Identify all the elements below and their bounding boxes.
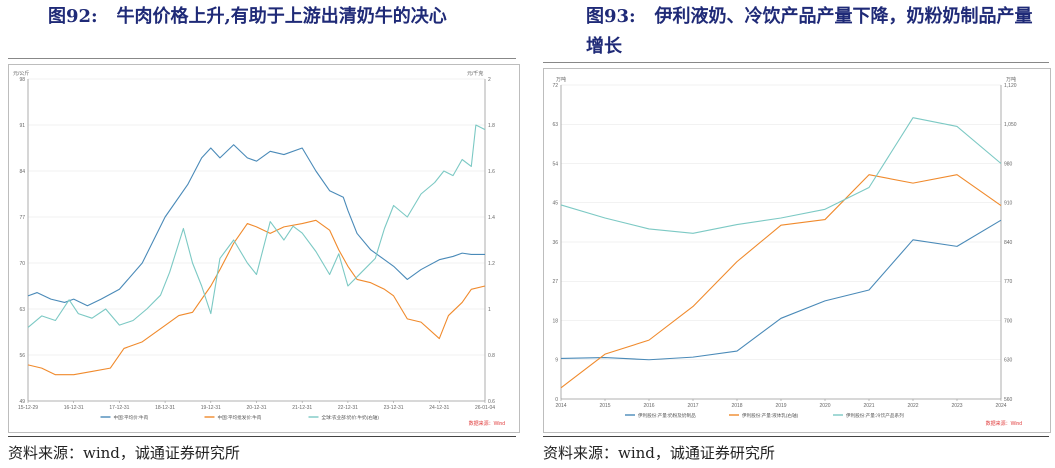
y-left-tick-label: 63 [552,122,558,128]
x-tick-label: 2017 [687,403,698,409]
x-tick-label: 18-12-31 [155,405,175,411]
series-line-2 [560,174,1002,389]
source-rule [8,436,516,437]
x-tick-label: 23-12-31 [384,405,404,411]
y-left-tick-label: 63 [19,307,25,313]
x-tick-label: 26-01-04 [475,405,495,411]
x-tick-label: 2014 [555,403,566,409]
source-text-right: 资料来源：wind，诚通证券研究所 [543,444,775,462]
series-line-3 [560,117,1002,234]
chart-right: 万吨 万吨 数据来源：Wind 0 560 9 630 18 700 27 770 36 840 4… [552,76,1023,427]
legend-label: 中国:平均价:牛肉 [114,414,149,421]
left-axis-unit: 元/公斤 [13,70,29,77]
right-axis-unit: 万吨 [1006,76,1016,83]
y-left-tick-label: 91 [19,123,25,129]
y-left-tick-label: 77 [19,215,25,221]
y-left-tick-label: 18 [552,318,558,324]
y-right-tick-label: 1.2 [488,261,495,267]
y-left-tick-label: 36 [552,240,558,246]
legend-label: 伊利股份:产量:冷饮产品系列 [846,412,904,419]
y-right-tick-label: 560 [1004,397,1013,403]
x-tick-label: 19-12-31 [201,405,221,411]
x-tick-label: 20-12-31 [246,405,266,411]
y-left-tick-label: 27 [552,279,558,285]
legend-label: 伊利股份:产量:液体乳(右轴) [742,412,799,419]
y-right-tick-label: 1.4 [488,215,495,221]
figure-title-right: 图93: 伊利液奶、冷饮产品产量下降，奶粉奶制品产量增长 [586,2,1048,62]
y-right-tick-label: 910 [1004,201,1013,207]
figure-number: 图93: [586,6,636,27]
x-tick-label: 15-12-29 [18,405,38,411]
wind-source-note: 数据来源：Wind [469,420,506,427]
y-right-tick-label: 700 [1004,318,1013,324]
y-left-tick-label: 56 [19,353,25,359]
figure-title-left: 图92: 牛肉价格上升,有助于上游出清奶牛的决心 [48,2,447,32]
y-left-tick-label: 45 [552,201,558,207]
y-right-tick-label: 1,050 [1004,122,1017,128]
y-right-tick-label: 0.8 [488,353,495,359]
y-left-tick-label: 0 [555,397,558,403]
y-left-tick-label: 98 [19,77,25,83]
y-left-tick-label: 49 [19,399,25,405]
y-right-tick-label: 1.6 [488,169,495,175]
left-axis-unit: 万吨 [556,76,566,83]
x-tick-label: 2020 [819,403,830,409]
y-left-tick-label: 54 [552,161,558,167]
y-right-tick-label: 840 [1004,240,1013,246]
y-right-tick-label: 980 [1004,161,1013,167]
x-tick-label: 17-12-31 [109,405,129,411]
title-rule [8,58,516,59]
y-right-tick-label: 2 [488,77,491,83]
y-right-tick-label: 1 [488,307,491,313]
chart-panel-left: 元/公斤 元/千克 数据来源：Wind 49 0.6 56 0.8 63 1 70 1.2 77… [8,64,520,433]
series-line-2 [27,219,486,376]
title-rule [543,62,1049,63]
x-tick-label: 2018 [731,403,742,409]
wind-source-note: 数据来源：Wind [986,420,1023,427]
series-line-3 [27,124,486,328]
y-right-tick-label: 1.8 [488,123,495,129]
y-right-tick-label: 770 [1004,279,1013,285]
x-tick-label: 2015 [599,403,610,409]
y-left-tick-label: 72 [552,83,558,89]
legend-label: 伊利股份:产量:奶粉及奶制品 [638,412,696,419]
x-tick-label: 22-12-31 [338,405,358,411]
series-line-1 [27,144,485,307]
x-tick-label: 16-12-31 [64,405,84,411]
chart-panel-right: 万吨 万吨 数据来源：Wind 0 560 9 630 18 700 27 770 36 840 4… [543,68,1051,433]
x-tick-label: 2021 [863,403,874,409]
x-tick-label: 21-12-31 [292,405,312,411]
legend-label: 全球:农业部:奶价:牛奶(右轴) [322,414,380,421]
series-line-1 [560,219,1002,361]
x-tick-label: 2022 [907,403,918,409]
y-left-tick-label: 84 [19,169,25,175]
x-tick-label: 24-12-31 [429,405,449,411]
legend-label: 中国:平均批发价:牛肉 [218,414,262,421]
x-tick-label: 2024 [995,403,1006,409]
y-right-tick-label: 0.6 [488,399,495,405]
x-tick-label: 2019 [775,403,786,409]
source-rule [543,436,1049,437]
figure-caption: 伊利液奶、冷饮产品产量下降，奶粉奶制品产量增长 [586,6,1033,57]
y-right-tick-label: 1,120 [1004,83,1017,89]
x-tick-label: 2023 [951,403,962,409]
figure-number: 图92: [48,6,98,27]
chart-left: 元/公斤 元/千克 数据来源：Wind 49 0.6 56 0.8 63 1 70 1.2 77… [13,70,506,427]
y-right-tick-label: 630 [1004,358,1013,364]
y-left-tick-label: 9 [555,358,558,364]
source-text-left: 资料来源：wind，诚通证券研究所 [8,444,240,462]
figure-caption: 牛肉价格上升,有助于上游出清奶牛的决心 [116,6,447,27]
right-axis-unit: 元/千克 [467,70,483,77]
x-tick-label: 2016 [643,403,654,409]
y-left-tick-label: 70 [19,261,25,267]
